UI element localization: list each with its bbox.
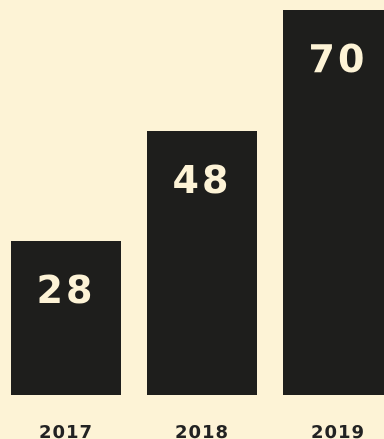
bar-value-label-2019: 70 [309, 37, 368, 81]
bar-2019 [283, 10, 384, 395]
bar-value-label-2018: 48 [173, 158, 232, 202]
bar-value-label-2017: 28 [37, 268, 96, 312]
x-tick-label-2019: 2019 [311, 422, 365, 439]
x-tick-label-2017: 2017 [39, 422, 93, 439]
x-axis-ticks-group: 2017 2018 2019 [39, 422, 365, 439]
bars-group [11, 10, 384, 395]
x-tick-label-2018: 2018 [175, 422, 229, 439]
bar-2017 [11, 241, 121, 395]
bar-2018 [147, 131, 257, 395]
bar-labels-group: 28 48 70 [37, 37, 368, 312]
